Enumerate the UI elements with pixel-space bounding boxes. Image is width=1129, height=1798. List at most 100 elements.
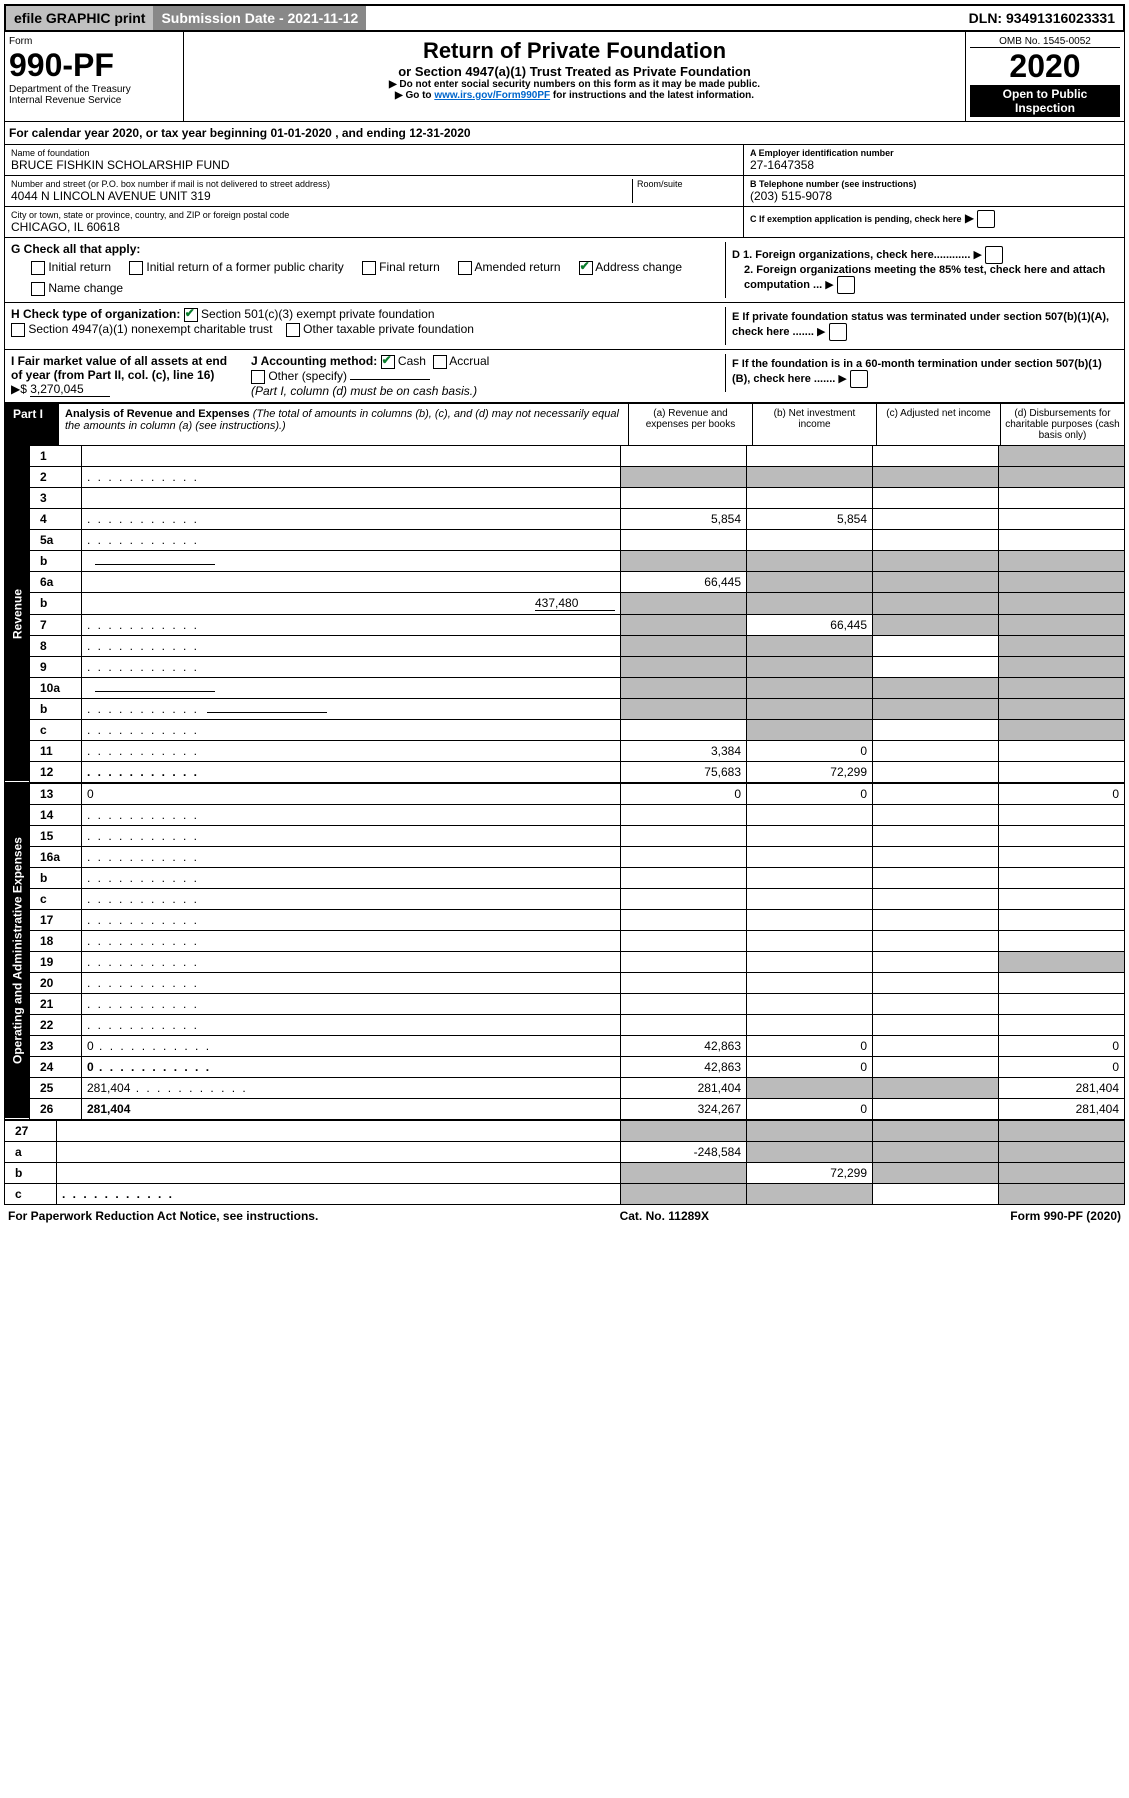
form-number: 990-PF [9,47,179,84]
cell-d [999,445,1125,466]
cell-b: 72,299 [747,761,873,782]
table-row: 19 [5,951,1125,972]
final-return-label: Final return [379,260,440,274]
row-number: 20 [30,972,82,993]
cell-d [999,571,1125,592]
table-row: b [5,698,1125,719]
4947-checkbox[interactable] [11,323,25,337]
501c3-checkbox[interactable] [184,308,198,322]
cell-a [621,614,747,635]
cell-c [873,972,999,993]
row-desc [82,909,621,930]
row-desc [82,614,621,635]
cell-a [621,888,747,909]
table-row: Revenue1 [5,445,1125,466]
form990pf-link[interactable]: www.irs.gov/Form990PF [434,90,550,101]
d1-label: D 1. Foreign organizations, check here..… [732,249,970,261]
cell-a [621,1120,747,1141]
table-row: 5a [5,529,1125,550]
initial-return-checkbox[interactable] [31,261,45,275]
footer-left: For Paperwork Reduction Act Notice, see … [8,1209,318,1223]
cell-a [621,550,747,571]
cell-a [621,1183,747,1204]
cell-d [999,592,1125,614]
cell-b [747,909,873,930]
initial-former-checkbox[interactable] [129,261,143,275]
cell-b [747,804,873,825]
c-label: C If exemption application is pending, c… [750,214,962,224]
cell-c [873,761,999,782]
cell-c [873,466,999,487]
name-change-checkbox[interactable] [31,282,45,296]
f-checkbox[interactable] [850,370,868,388]
cell-b [747,635,873,656]
cal-pre: For calendar year 2020, or tax year begi… [9,126,270,140]
c-checkbox[interactable] [977,210,995,228]
d2-checkbox[interactable] [837,276,855,294]
form-label: Form [9,36,179,47]
row-desc [57,1183,621,1204]
table-row: 45,8545,854 [5,508,1125,529]
footer-mid: Cat. No. 11289X [620,1209,709,1223]
cal-begin: 01-01-2020 [270,126,331,140]
g-label: G Check all that apply: [11,242,140,256]
side-label: Revenue [5,445,30,782]
cell-c [873,909,999,930]
cell-a [621,909,747,930]
dln-label: DLN: 93491316023331 [961,6,1123,30]
row-number: 9 [30,656,82,677]
table-row: 22 [5,1014,1125,1035]
amended-return-checkbox[interactable] [458,261,472,275]
table-row: 15 [5,825,1125,846]
cal-end: 12-31-2020 [409,126,470,140]
part-i-header: Part I Analysis of Revenue and Expenses … [4,403,1125,445]
page-footer: For Paperwork Reduction Act Notice, see … [4,1205,1125,1227]
cell-a [621,445,747,466]
section-i: I Fair market value of all assets at end… [4,350,1125,403]
row-desc [82,1014,621,1035]
efile-label[interactable]: efile GRAPHIC print [6,6,153,30]
cell-d [999,466,1125,487]
table-row: 17 [5,909,1125,930]
revenue-table: Revenue12345,8545,8545ab6a66,445b437,480… [4,445,1125,783]
row-desc: 0 [82,1056,621,1077]
accrual-checkbox[interactable] [433,355,447,369]
cash-checkbox[interactable] [381,355,395,369]
table-row: c [5,719,1125,740]
foundation-info: Name of foundation BRUCE FISHKIN SCHOLAR… [4,145,1125,238]
row-desc [82,951,621,972]
cell-b: 0 [747,1035,873,1056]
cell-b [747,550,873,571]
cell-c [873,614,999,635]
row-number: 11 [30,740,82,761]
cell-c [873,1035,999,1056]
row-desc: 281,404 [82,1098,621,1119]
cell-d [999,1183,1125,1204]
cell-a [621,972,747,993]
final-return-checkbox[interactable] [362,261,376,275]
cell-d [999,677,1125,698]
cell-d [999,846,1125,867]
row-number: 17 [30,909,82,930]
other-taxable-checkbox[interactable] [286,323,300,337]
cell-b [747,698,873,719]
address-change-checkbox[interactable] [579,261,593,275]
cell-a: 281,404 [621,1077,747,1098]
cell-a: 3,384 [621,740,747,761]
j-note: (Part I, column (d) must be on cash basi… [251,384,489,398]
d1-checkbox[interactable] [985,246,1003,264]
cell-c [873,1056,999,1077]
cell-d [999,719,1125,740]
e-checkbox[interactable] [829,323,847,341]
cell-c [873,1077,999,1098]
cell-c [873,550,999,571]
cell-b [747,867,873,888]
cell-a [621,487,747,508]
row-desc [82,867,621,888]
table-row: 23042,86300 [5,1035,1125,1056]
cell-b [747,487,873,508]
cell-b: 66,445 [747,614,873,635]
other-method-checkbox[interactable] [251,370,265,384]
cell-a [621,719,747,740]
row-desc [82,445,621,466]
